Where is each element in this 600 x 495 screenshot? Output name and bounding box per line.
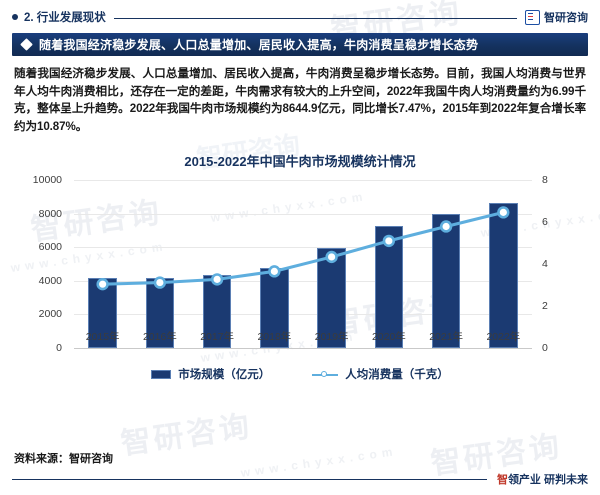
bar [489,202,518,348]
x-tick-label: 2018年 [257,331,292,343]
line-series [96,206,510,291]
line-marker [153,276,167,289]
x-axis: 2015年 2016年 2017年 2018年 2019年 2020年 2021年 2022年 [74,329,532,344]
source-note: 资料来源：智研咨询 [14,453,113,465]
bar-slot [303,180,360,348]
x-tick-label: 2016年 [142,331,177,343]
line-marker [439,220,453,233]
x-tick-label: 2020年 [371,331,406,343]
bullet-icon [12,14,18,20]
footer-row: 智领产业 研判未来 [12,471,588,487]
legend-item[interactable]: 市场规模（亿元） [151,366,270,382]
y-tick-right: 4 [542,258,548,270]
section-title: 2. 行业发展现状 [24,12,106,24]
y-tick-left: 10000 [32,174,62,186]
line-marker [497,206,510,219]
bar-series [74,180,532,348]
y-tick-right: 2 [542,300,548,312]
plot-area: 0 2000 4000 6000 8000 10000 0 2 4 6 8 [33,174,548,354]
y-axis-right: 0 2 4 6 8 [534,174,586,354]
legend-line-swatch-icon [312,370,339,379]
header-divider [113,17,517,19]
line-marker [268,265,281,278]
legend-label: 人均消费量（千克） [345,369,449,381]
line-marker [382,234,396,248]
bar [431,214,461,348]
line-path [102,210,504,286]
gridline [74,314,532,316]
chart-title: 2015-2022年中国牛肉市场规模统计情况 [184,154,416,169]
y-tick-left: 8000 [38,207,62,220]
x-tick-label: 2019年 [314,331,349,343]
slogan-rest: 领产业 研判未来 [507,474,588,486]
page-header: 2. 行业发展现状 智研咨询 [12,0,588,29]
diamond-icon [20,38,33,51]
y-tick-left: 6000 [38,241,62,254]
bar [317,248,346,348]
y-tick-left: 2000 [38,308,62,321]
x-tick-label: 2017年 [200,331,235,343]
bar-slot [131,180,188,348]
y-tick-left: 0 [56,342,62,354]
page-footer: 资料来源：智研咨询 智领产业 研判未来 [12,450,588,487]
y-tick-left: 4000 [38,274,62,287]
x-tick-label: 2021年 [429,331,464,343]
legend-bar-swatch-icon [151,369,172,379]
body-paragraph: 随着我国经济稳步发展、人口总量增加、居民收入提高，牛肉消费呈稳步增长态势。目前，… [14,67,586,133]
footer-divider [12,478,487,480]
y-axis-left: 0 2000 4000 6000 8000 10000 [16,174,68,354]
legend-item[interactable]: 人均消费量（千克） [312,366,449,382]
gridline [74,280,532,282]
chart: 2015-2022年中国牛肉市场规模统计情况 0 2000 4000 6000 8000… [12,151,588,421]
legend-label: 市场规模（亿元） [178,369,271,381]
slogan: 智领产业 研判未来 [497,471,588,487]
line-marker [96,278,109,291]
brand-name: 智研咨询 [544,12,588,24]
line-marker [210,273,224,286]
banner: 随着我国经济稳步发展、人口总量增加、居民收入提高，牛肉消费呈稳步增长态势 [12,33,588,56]
gridline [74,180,532,181]
gridline [74,348,532,349]
bar-slot [475,180,532,348]
y-tick-right: 6 [542,216,548,228]
gridline [74,247,532,249]
zhiyan-logo-icon [525,9,540,25]
bar [145,278,175,348]
banner-title: 随着我国经济稳步发展、人口总量增加、居民收入提高，牛肉消费呈稳步增长态势 [39,38,479,52]
y-tick-right: 8 [542,174,548,186]
slogan-accent: 智 [496,474,508,486]
gridline [74,213,532,215]
brand-logo: 智研咨询 [525,9,588,25]
bar-slot [418,180,475,348]
y-tick-right: 0 [542,342,548,354]
line-marker [325,250,338,264]
x-tick-label: 2022年 [486,331,521,343]
x-tick-label: 2015年 [85,331,120,343]
chart-legend: 市场规模（亿元） 人均消费量（千克） [12,366,588,382]
